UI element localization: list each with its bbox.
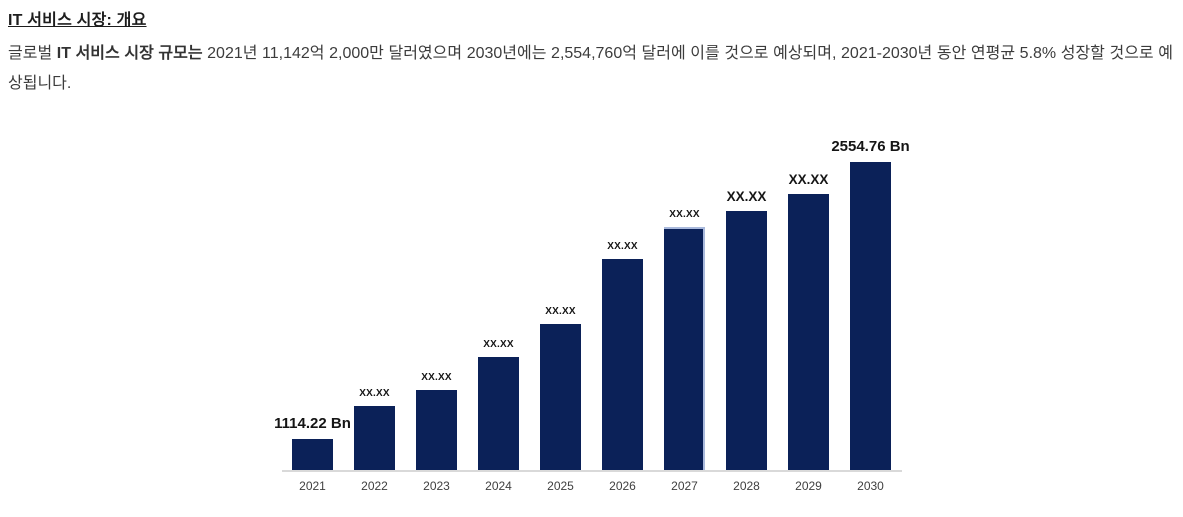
bar-2025	[540, 324, 581, 470]
bar-value-label-2024: XX.XX	[483, 339, 514, 350]
x-tick-2028: 2028	[733, 479, 760, 493]
bar-value-label-2026: XX.XX	[607, 241, 638, 252]
bar-group-2022: XX.XX	[344, 388, 406, 470]
document-header: IT 서비스 시장: 개요 글로벌 IT 서비스 시장 규모는 2021년 11…	[0, 0, 1183, 124]
bar-group-2026: XX.XX	[592, 241, 654, 470]
bar-value-label-2030: 2554.76 Bn	[831, 138, 910, 155]
bar-value-label-2021: 1114.22 Bn	[274, 415, 351, 432]
overview-paragraph: 글로벌 IT 서비스 시장 규모는 2021년 11,142억 2,000만 달…	[8, 39, 1173, 99]
bar-2027	[664, 227, 705, 470]
x-axis-labels: 2021 2022 2023 2024 2025 2026 2027 2028 2029 2030	[282, 479, 902, 493]
paragraph-segment-1: 글로벌	[8, 45, 57, 62]
bar-2029	[788, 194, 829, 470]
bar-2026	[602, 259, 643, 470]
paragraph-segment-bold: IT 서비스 시장 규모는	[56, 45, 203, 62]
x-tick-2027: 2027	[671, 479, 698, 493]
x-tick-2025: 2025	[547, 479, 574, 493]
page-title: IT 서비스 시장: 개요	[8, 12, 147, 29]
bar-group-2021: 1114.22 Bn	[274, 415, 351, 470]
bar-2024	[478, 357, 519, 470]
x-tick-2022: 2022	[361, 479, 388, 493]
bar-value-label-2027: XX.XX	[669, 209, 700, 220]
x-tick-2024: 2024	[485, 479, 512, 493]
bar-2022	[354, 406, 395, 470]
bar-group-2030: 2554.76 Bn	[831, 138, 910, 470]
bar-chart: 1114.22 Bn XX.XX XX.XX XX.XX XX.XX XX.XX XX.XX…	[274, 130, 910, 493]
bar-value-label-2029: XX.XX	[788, 172, 829, 187]
bar-value-label-2025: XX.XX	[545, 306, 576, 317]
bar-group-2029: XX.XX	[778, 172, 840, 470]
x-tick-2021: 2021	[299, 479, 326, 493]
bars-row: 1114.22 Bn XX.XX XX.XX XX.XX XX.XX XX.XX XX.XX…	[274, 130, 910, 472]
x-tick-2023: 2023	[423, 479, 450, 493]
bar-2030	[850, 162, 891, 470]
bar-group-2024: XX.XX	[468, 339, 530, 470]
x-tick-2026: 2026	[609, 479, 636, 493]
bar-group-2027: XX.XX	[654, 209, 716, 470]
bar-group-2028: XX.XX	[716, 189, 778, 470]
bar-2028	[726, 211, 767, 470]
bar-value-label-2022: XX.XX	[359, 388, 390, 399]
bar-group-2023: XX.XX	[406, 372, 468, 470]
x-tick-2029: 2029	[795, 479, 822, 493]
paragraph-segment-3: 2021년 11,142억 2,000만 달러였으며 2030년에는 2,554…	[8, 45, 1173, 92]
x-tick-2030: 2030	[857, 479, 884, 493]
bar-value-label-2023: XX.XX	[421, 372, 452, 383]
bar-group-2025: XX.XX	[530, 306, 592, 470]
bar-2023	[416, 390, 457, 470]
bar-value-label-2028: XX.XX	[726, 189, 767, 204]
bar-2021	[292, 439, 333, 470]
